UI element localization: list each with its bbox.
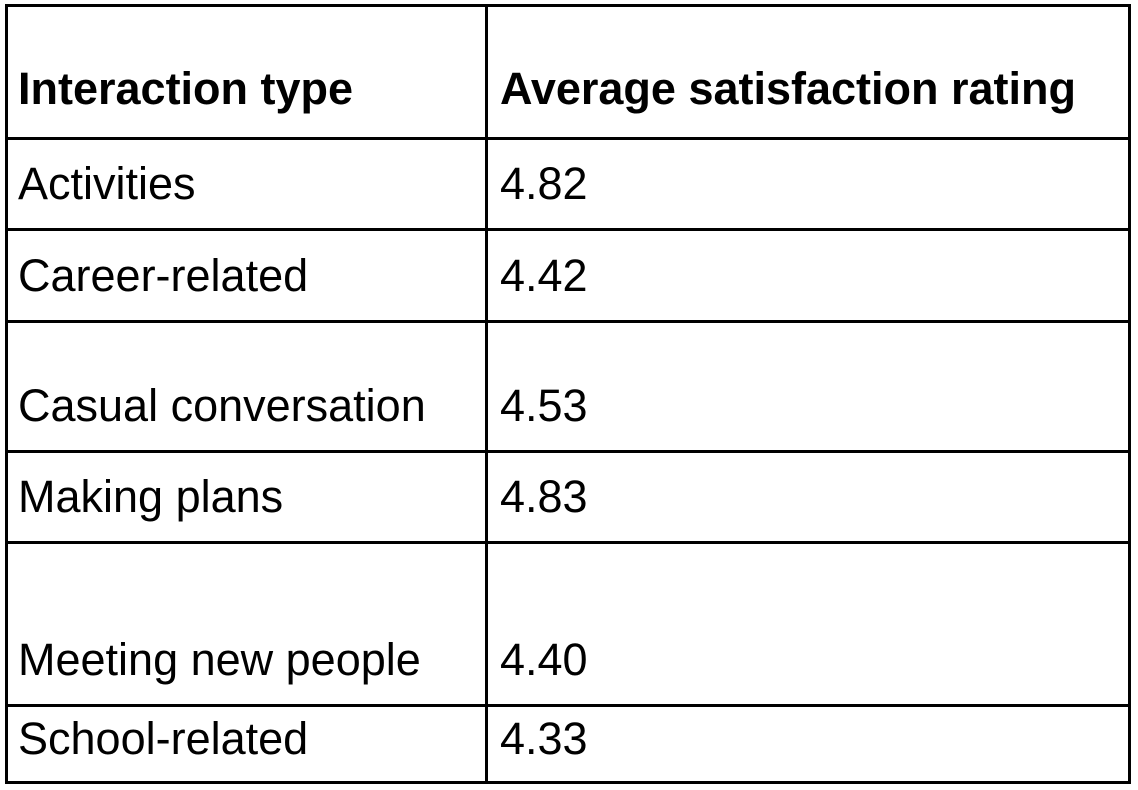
interaction-type-cell: Casual conversation bbox=[8, 323, 488, 450]
rating-cell: 4.33 bbox=[500, 713, 588, 764]
rating-cell: 4.40 bbox=[500, 634, 588, 685]
table-row: Meeting new people 4.40 bbox=[8, 544, 1128, 707]
rating-cell: 4.82 bbox=[500, 158, 588, 209]
column-header-average-satisfaction-rating: Average satisfaction rating bbox=[500, 63, 1077, 114]
table-header-row: Interaction type Average satisfaction ra… bbox=[8, 7, 1128, 140]
table-row: Career-related 4.42 bbox=[8, 231, 1128, 323]
column-header-interaction-type: Interaction type bbox=[8, 7, 488, 137]
interaction-type-cell: Activities bbox=[8, 140, 488, 228]
rating-cell: 4.53 bbox=[500, 380, 588, 431]
table-row: Making plans 4.83 bbox=[8, 453, 1128, 544]
interaction-type-cell: Making plans bbox=[8, 453, 488, 541]
interaction-type-cell: Meeting new people bbox=[8, 544, 488, 704]
interaction-type-cell: School-related bbox=[8, 707, 488, 781]
rating-cell: 4.83 bbox=[500, 471, 588, 522]
table-row: School-related 4.33 bbox=[8, 707, 1128, 781]
rating-cell: 4.42 bbox=[500, 250, 588, 301]
interaction-type-cell: Career-related bbox=[8, 231, 488, 320]
satisfaction-table: Interaction type Average satisfaction ra… bbox=[5, 4, 1131, 784]
table-row: Casual conversation 4.53 bbox=[8, 323, 1128, 453]
table-row: Activities 4.82 bbox=[8, 140, 1128, 231]
